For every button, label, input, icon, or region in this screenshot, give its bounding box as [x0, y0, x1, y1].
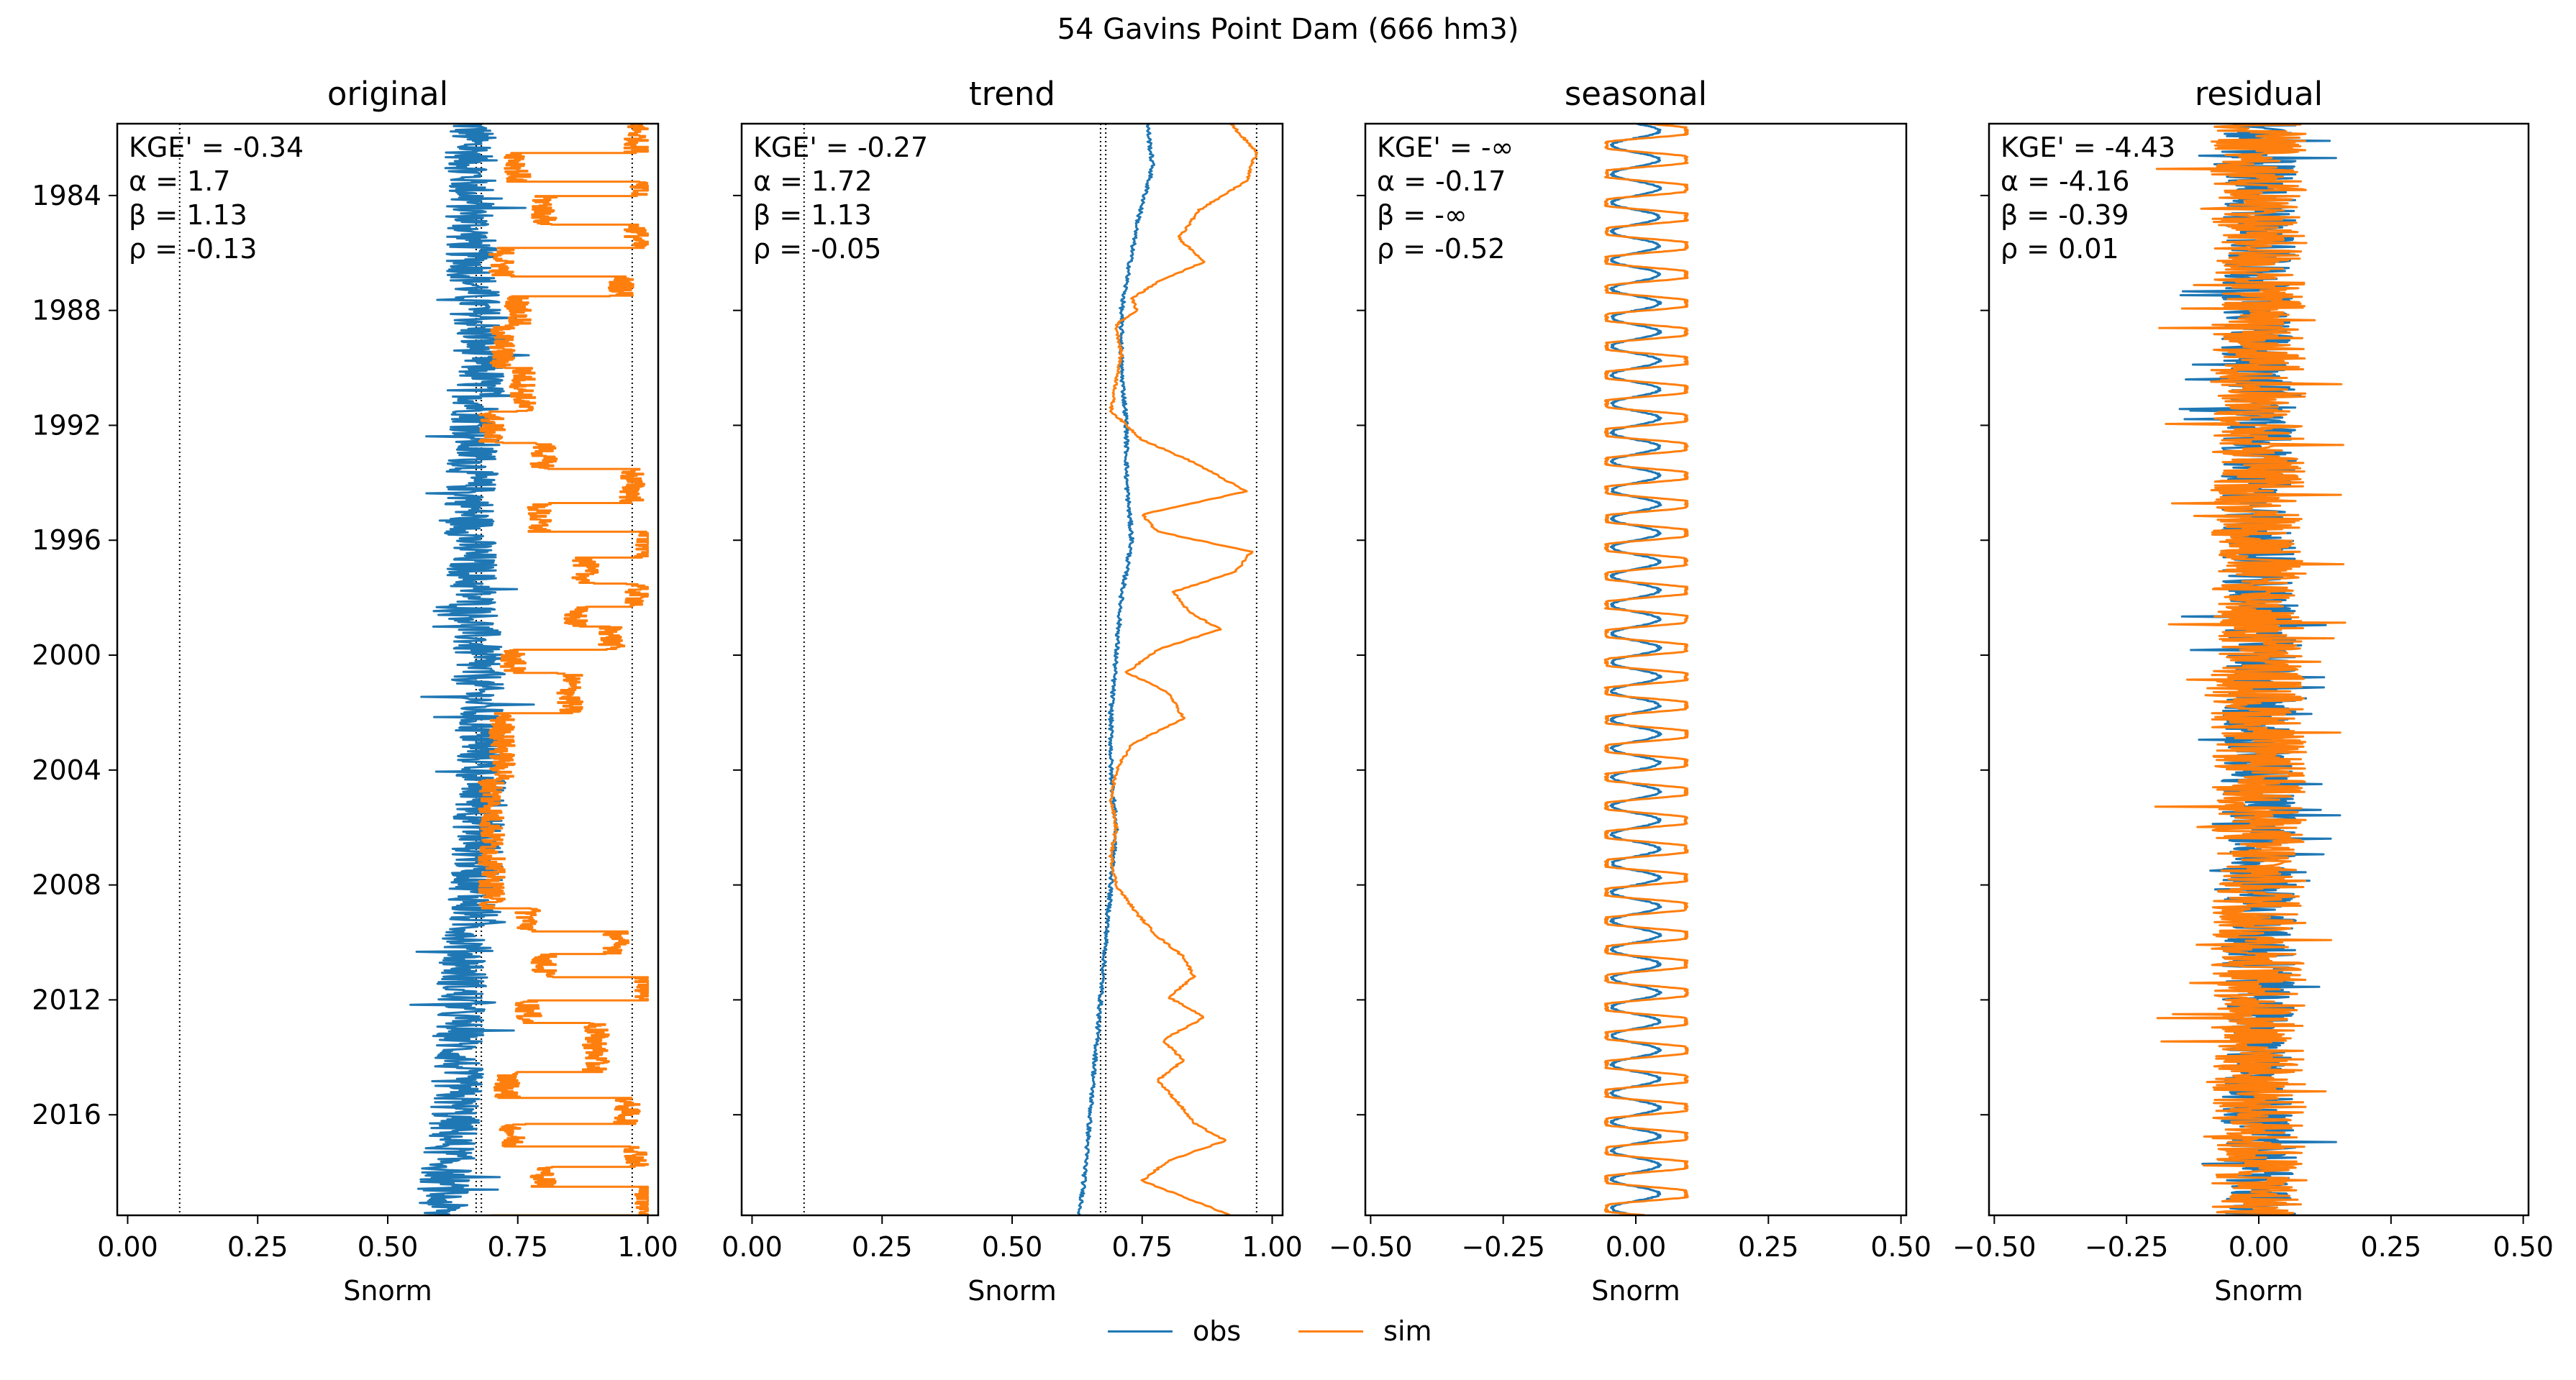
series-sim: [478, 124, 649, 1215]
stat-annotation: ρ = -0.52: [1377, 233, 1505, 265]
stat-annotation: KGE' = -0.34: [129, 132, 304, 163]
x-tick-label: 0.50: [358, 1231, 419, 1263]
legend-item-sim: sim: [1298, 1315, 1432, 1347]
x-tick-label: 1.00: [1242, 1231, 1303, 1263]
y-tick-label: 1988: [32, 295, 101, 326]
panel-residual: −0.50 −0.25 0.00 0.25 0.50 residual Snorm KGE' …: [1952, 75, 2554, 1307]
y-tick-label: 2004: [32, 754, 101, 786]
stat-annotation: ρ = 0.01: [2001, 233, 2119, 265]
x-tick-label: 0.00: [1606, 1231, 1667, 1263]
x-axis-label: Snorm: [343, 1275, 432, 1307]
legend-item-obs: obs: [1108, 1315, 1241, 1347]
y-tick-label: 2008: [32, 869, 101, 901]
y-tick-label: 2016: [32, 1099, 101, 1130]
x-axis-label: Snorm: [2214, 1275, 2303, 1307]
stat-annotation: β = 1.13: [753, 199, 872, 231]
panel-trend: 0.00 0.25 0.50 0.75 1.00 trend Snorm KGE' = -0.…: [722, 75, 1303, 1307]
x-tick-label: 1.00: [617, 1231, 678, 1263]
panel-title: seasonal: [1565, 75, 1707, 113]
axes-frame: [740, 122, 1284, 1217]
x-tick-label: 0.50: [982, 1231, 1043, 1263]
stat-annotation: KGE' = -4.43: [2001, 132, 2175, 163]
x-tick-label: −0.25: [1461, 1231, 1544, 1263]
x-tick-label: 0.00: [722, 1231, 783, 1263]
y-tick-label: 2000: [32, 639, 101, 671]
legend-label-obs: obs: [1193, 1315, 1242, 1347]
stat-annotation: α = -4.16: [2001, 165, 2129, 197]
x-tick-label: 0.25: [1738, 1231, 1799, 1263]
y-tick-label: 1992: [32, 409, 101, 441]
x-tick-label: 0.50: [2493, 1231, 2554, 1263]
x-tick-label: 0.25: [852, 1231, 913, 1263]
x-tick-label: 0.25: [227, 1231, 288, 1263]
stat-annotation: β = -∞: [1377, 199, 1467, 231]
series-obs: [409, 124, 535, 1215]
x-tick-label: −0.25: [2085, 1231, 2168, 1263]
x-tick-label: −0.50: [1329, 1231, 1412, 1263]
panel-title: original: [327, 75, 448, 113]
series-obs: [1077, 124, 1155, 1215]
y-tick-label: 1984: [32, 180, 101, 211]
stat-annotation: α = 1.72: [753, 165, 873, 197]
legend-swatch-sim: [1298, 1330, 1364, 1333]
series-sim: [1603, 124, 1689, 1215]
x-axis-label: Snorm: [968, 1275, 1056, 1307]
x-tick-label: −0.50: [1952, 1231, 2036, 1263]
stat-annotation: ρ = -0.05: [753, 233, 881, 265]
x-tick-label: 0.25: [2361, 1231, 2422, 1263]
x-tick-label: 0.50: [1870, 1231, 1931, 1263]
legend-swatch-obs: [1108, 1330, 1173, 1333]
x-tick-label: 0.00: [2229, 1231, 2290, 1263]
stat-annotation: α = 1.7: [129, 165, 230, 197]
legend-label-sim: sim: [1383, 1315, 1432, 1347]
series-sim: [1108, 124, 1258, 1215]
panel-original: 0.00 0.25 0.50 0.75 1.00 1984 1988 1992 1996 2000…: [32, 75, 678, 1307]
stat-annotation: β = 1.13: [129, 199, 247, 231]
x-tick-label: 0.75: [487, 1231, 548, 1263]
figure-title: 54 Gavins Point Dam (666 hm3): [1057, 13, 1519, 46]
x-axis-label: Snorm: [1591, 1275, 1680, 1307]
panel-title: trend: [969, 75, 1055, 113]
stat-annotation: KGE' = -∞: [1377, 132, 1514, 163]
y-tick-label: 2012: [32, 984, 101, 1015]
axes-frame: [116, 122, 660, 1217]
stat-annotation: α = -0.17: [1377, 165, 1506, 197]
stat-annotation: β = -0.39: [2001, 199, 2129, 231]
stat-annotation: ρ = -0.13: [129, 233, 257, 265]
x-tick-label: 0.00: [97, 1231, 158, 1263]
series-sim: [2154, 124, 2347, 1215]
y-tick-label: 1996: [32, 524, 101, 556]
x-tick-label: 0.75: [1111, 1231, 1173, 1263]
panel-seasonal: −0.50 −0.25 0.00 0.25 0.50 seasonal Snorm KGE' …: [1329, 75, 1931, 1307]
legend: obs sim: [1108, 1313, 1490, 1349]
panel-title: residual: [2195, 75, 2323, 113]
stat-annotation: KGE' = -0.27: [753, 132, 928, 163]
